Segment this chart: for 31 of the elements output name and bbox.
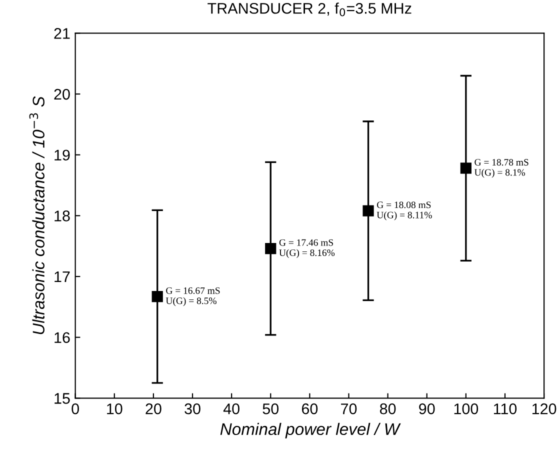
- y-axis-title: Ultrasonic conductance / 10$^{−3}$ S: [29, 96, 45, 334]
- x-tick-label: 60: [302, 403, 318, 414]
- x-tick-label: 80: [380, 403, 396, 414]
- x-tick-label: 100: [454, 403, 478, 414]
- annotation: G = 17.46 mS U(G) = 8.16%: [279, 239, 335, 258]
- y-tick-label: 21: [54, 28, 70, 39]
- x-tick-label: 120: [532, 403, 556, 414]
- annotation: G = 18.08 mS U(G) = 8.11%: [376, 202, 432, 220]
- x-tick-label: 110: [494, 403, 517, 414]
- y-tick-label: 18: [54, 210, 70, 222]
- chart-title: TRANSDUCER 2, f$_{0}$=3.5 MHz: [208, 2, 412, 16]
- y-tick-label: 17: [54, 272, 70, 282]
- y-tick-label: 20: [54, 88, 70, 100]
- x-tick-label: 50: [262, 403, 279, 414]
- x-tick-label: 30: [184, 403, 200, 414]
- x-tick-label: 20: [146, 403, 162, 414]
- x-tick-label: 0: [72, 403, 79, 414]
- x-tick-label: 70: [341, 403, 357, 414]
- point: [460, 162, 472, 174]
- y-tick-label: 16: [54, 332, 70, 344]
- point: [152, 291, 163, 302]
- x-axis-title: Nominal power level / W: [220, 422, 401, 438]
- annotation: G = 16.67 mS U(G) = 8.5%: [166, 287, 220, 306]
- y-tick-label: 19: [54, 150, 70, 161]
- x-tick-label: 40: [223, 403, 240, 414]
- y-tick-label: 15: [54, 393, 70, 404]
- x-tick-label: 10: [107, 403, 122, 414]
- x-tick-label: 90: [419, 403, 435, 414]
- point: [265, 242, 276, 254]
- annotation: G = 18.78 mS U(G) = 8.1%: [474, 159, 528, 178]
- point: [362, 205, 374, 216]
